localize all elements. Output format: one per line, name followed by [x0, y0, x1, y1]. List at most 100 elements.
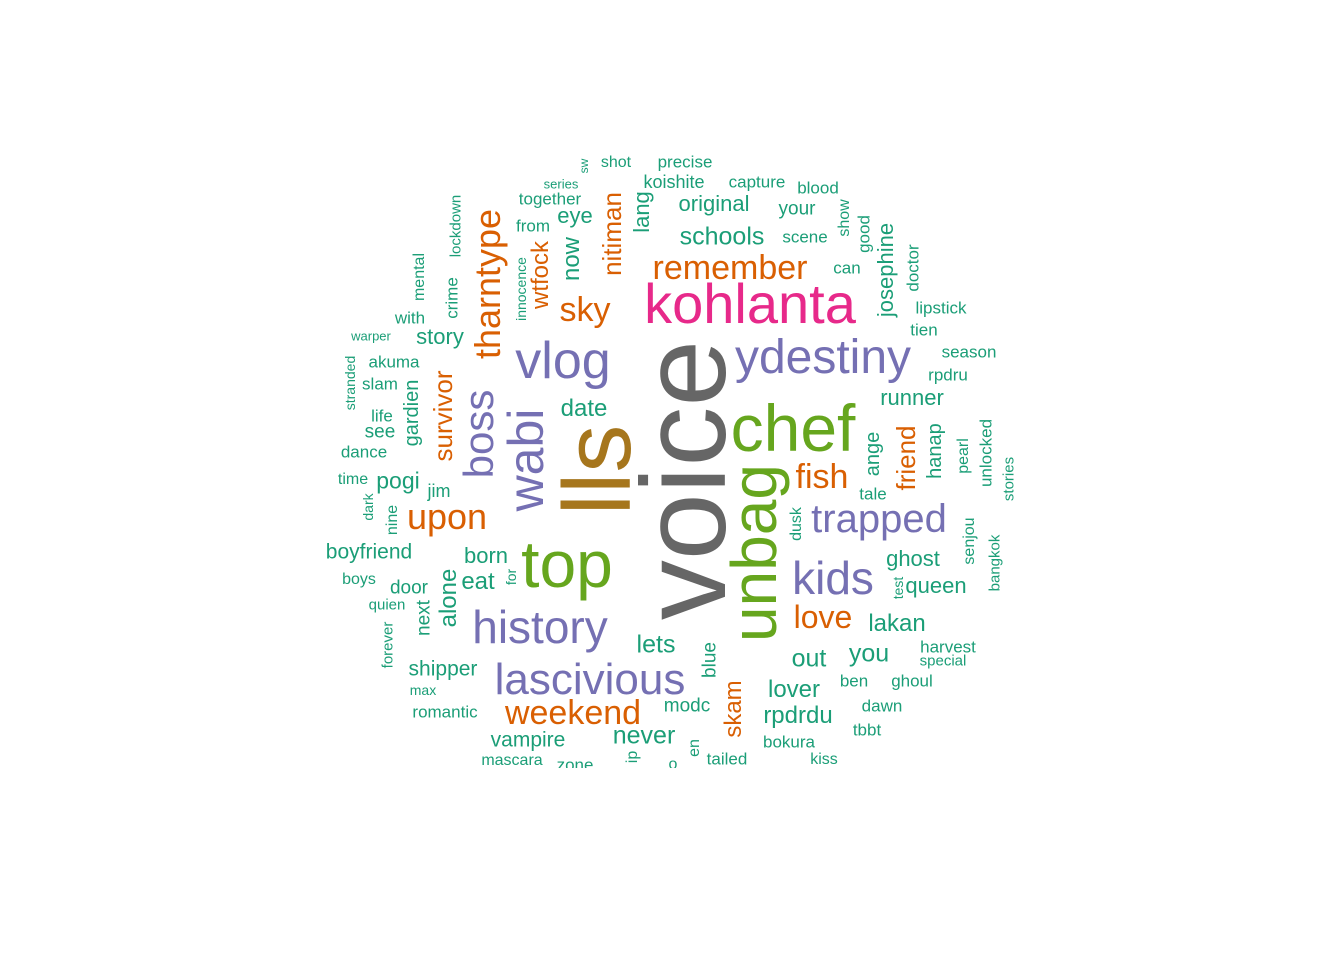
- word-your: your: [778, 198, 816, 220]
- word-season: season: [941, 342, 997, 362]
- word-ange: ange: [862, 431, 884, 477]
- word-quien: quien: [368, 596, 406, 614]
- word-lakan: lakan: [868, 610, 926, 637]
- word-story: story: [416, 324, 464, 349]
- word-born: born: [463, 543, 509, 568]
- word-mental: mental: [411, 252, 428, 302]
- word-from: from: [516, 216, 550, 236]
- word-cloud: voice lls top unbag chef kohlanta wabi vlog ydes…: [326, 152, 1018, 769]
- word-never: never: [612, 721, 676, 750]
- word-warper: warper: [351, 328, 391, 344]
- word-sw: sw: [577, 158, 591, 174]
- word-lets: lets: [636, 630, 676, 659]
- word-stories: stories: [1000, 456, 1018, 502]
- word-blood: blood: [797, 178, 839, 198]
- word-ip: ip: [624, 750, 641, 764]
- word-see: see: [364, 421, 396, 443]
- word-dance: dance: [340, 442, 388, 462]
- word-schools: schools: [679, 222, 765, 251]
- word-time: time: [337, 471, 369, 488]
- word-ghost: ghost: [886, 546, 940, 571]
- word-series: series: [543, 176, 579, 192]
- word-bangkok: bangkok: [986, 534, 1004, 592]
- word-weekend: weekend: [504, 694, 642, 732]
- word-max: max: [409, 682, 437, 698]
- word-precise: precise: [657, 152, 713, 172]
- word-boys: boys: [342, 571, 376, 588]
- word-eat: eat: [461, 568, 495, 595]
- word-tale: tale: [859, 484, 887, 504]
- word-tharntype: tharntype: [467, 208, 508, 360]
- word-special: special: [919, 652, 967, 670]
- word-wabi: wabi: [498, 408, 554, 512]
- word-nine: nine: [384, 504, 401, 536]
- word-kids: kids: [792, 552, 874, 604]
- word-lascivious: lascivious: [494, 655, 686, 704]
- word-together: together: [518, 189, 582, 209]
- word-lover: lover: [767, 676, 821, 703]
- word-rpdrdu: rpdrdu: [763, 702, 833, 729]
- word-upon: upon: [406, 496, 488, 537]
- word-test: test: [890, 576, 906, 600]
- word-ydestiny: ydestiny: [734, 331, 912, 384]
- word-friend: friend: [891, 425, 921, 491]
- word-blue: blue: [699, 642, 721, 678]
- word-doctor: doctor: [903, 244, 923, 292]
- word-romantic: romantic: [412, 702, 478, 722]
- word-crime: crime: [442, 277, 462, 319]
- word-mascara: mascara: [481, 752, 543, 769]
- word-jim: jim: [427, 481, 451, 501]
- word-harvest: harvest: [920, 637, 976, 657]
- word-unbag: unbag: [718, 464, 790, 642]
- word-dark: dark: [360, 493, 376, 521]
- word-o: o: [668, 756, 678, 769]
- word-chef: chef: [730, 391, 856, 465]
- word-hanap: hanap: [924, 423, 946, 479]
- word-dawn: dawn: [861, 696, 903, 716]
- word-akuma: akuma: [368, 352, 420, 372]
- word-life: life: [371, 406, 393, 426]
- word-eye: eye: [557, 203, 593, 228]
- word-alone: alone: [435, 568, 462, 628]
- word-you: you: [848, 639, 890, 668]
- word-lipstick: lipstick: [915, 298, 967, 318]
- word-lockdown: lockdown: [447, 194, 465, 258]
- word-senjou: senjou: [961, 517, 978, 565]
- word-capture: capture: [728, 172, 786, 192]
- word-scene: scene: [782, 227, 828, 247]
- word-kiss: kiss: [810, 751, 838, 768]
- word-boss: boss: [455, 389, 502, 479]
- word-next: next: [413, 600, 435, 636]
- word-vlog: vlog: [515, 332, 611, 390]
- word-trapped: trapped: [811, 497, 947, 541]
- word-door: door: [389, 577, 429, 599]
- word-original: original: [678, 191, 750, 216]
- word-top: top: [521, 527, 613, 601]
- word-queen: queen: [905, 573, 967, 598]
- word-pearl: pearl: [955, 438, 972, 474]
- word-can: can: [833, 258, 861, 278]
- word-pogi: pogi: [376, 467, 420, 494]
- word-en: en: [686, 739, 703, 757]
- word-tailed: tailed: [706, 749, 748, 768]
- word-out: out: [791, 644, 827, 673]
- word-wtfock: wtfock: [527, 240, 554, 310]
- word-koishite: koishite: [643, 172, 705, 192]
- word-stranded: stranded: [342, 355, 358, 411]
- word-slam: slam: [362, 374, 398, 394]
- word-lls: lls: [544, 424, 651, 516]
- word-rpdru: rpdru: [928, 365, 968, 385]
- word-ben: ben: [839, 671, 869, 691]
- word-modc: modc: [663, 695, 711, 717]
- word-sky: sky: [559, 291, 611, 329]
- word-shot: shot: [600, 154, 632, 171]
- word-josephine: josephine: [873, 222, 898, 318]
- word-history: history: [472, 601, 608, 653]
- word-zone: zone: [556, 755, 594, 769]
- word-runner: runner: [880, 385, 944, 410]
- word-bokura: bokura: [763, 732, 815, 752]
- word-vampire: vampire: [490, 728, 566, 752]
- word-fish: fish: [795, 458, 849, 496]
- word-love: love: [793, 599, 853, 635]
